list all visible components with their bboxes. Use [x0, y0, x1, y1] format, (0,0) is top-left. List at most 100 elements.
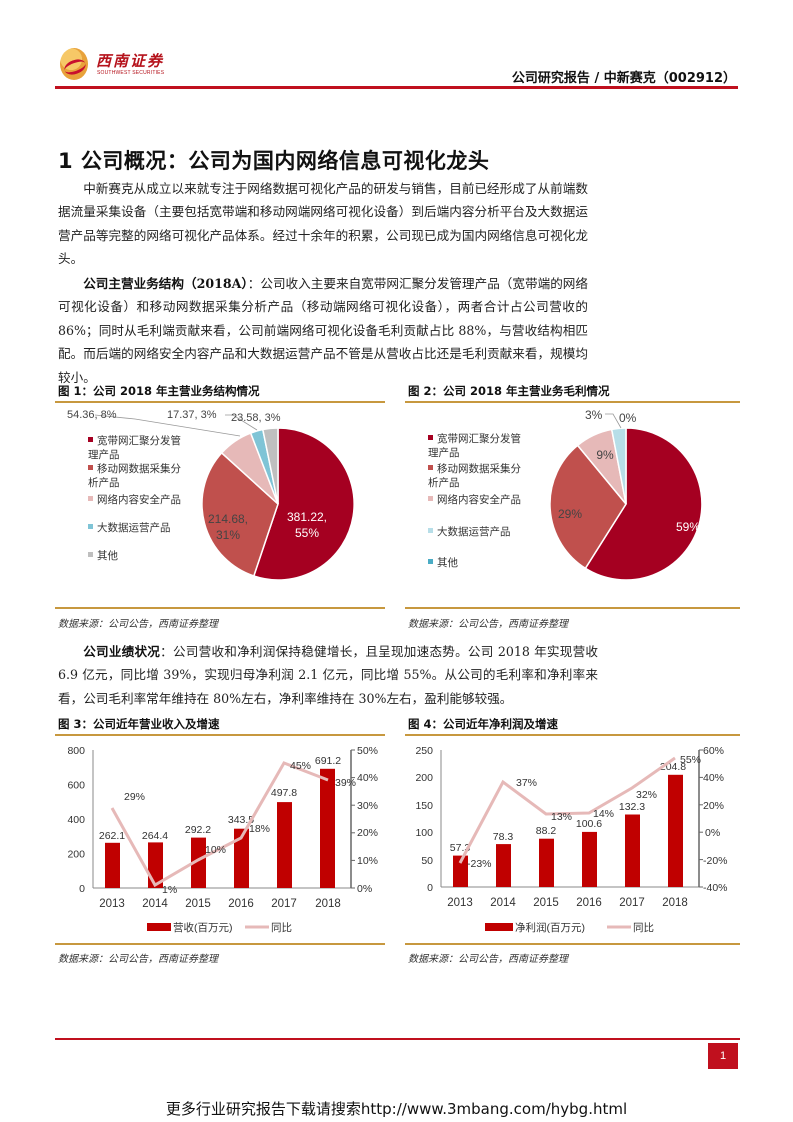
paragraph-lead: 公司业绩状况: [83, 644, 161, 659]
svg-text:1%: 1%: [162, 884, 177, 896]
footer-download-note: 更多行业研究报告下载请搜索http://www.3mbang.com/hybg.…: [165, 1100, 628, 1118]
figure-2-top-rule: [405, 401, 740, 403]
svg-text:0: 0: [79, 883, 85, 895]
svg-text:150: 150: [415, 800, 433, 812]
fig2-legend-item: 大数据运营产品: [428, 525, 528, 539]
legend-swatch-icon: [428, 558, 433, 564]
svg-text:55%: 55%: [295, 526, 319, 540]
svg-text:55%: 55%: [680, 754, 701, 766]
svg-text:14%: 14%: [593, 808, 614, 820]
pie-label: 54.36, 8%: [67, 409, 117, 421]
legend-swatch-icon: [88, 436, 93, 442]
paragraph-performance: 公司业绩状况：公司营收和净利润保持稳健增长，且呈现加速态势。公司 2018 年实…: [58, 640, 598, 710]
svg-text:0: 0: [427, 882, 433, 894]
figure-3-bar-line-chart: 0 200 400 600 800 0% 10% 20% 30% 40% 50% 262…: [67, 745, 378, 934]
svg-text:400: 400: [67, 814, 85, 826]
svg-text:2014: 2014: [490, 897, 516, 909]
fig2-legend-item: 宽带网汇聚分发管理产品: [428, 433, 521, 459]
svg-text:18%: 18%: [249, 823, 270, 835]
logo-icon: [60, 48, 88, 80]
svg-text:250: 250: [415, 745, 433, 757]
svg-text:800: 800: [67, 745, 85, 757]
svg-text:100: 100: [415, 827, 433, 839]
fig2-legend-item: 网络内容安全产品: [428, 493, 528, 507]
fig1-legend-item: 大数据运营产品: [88, 521, 188, 535]
pie-label: 59%: [676, 520, 700, 534]
figure-4-bar-line-chart: 0 50 100 150 200 250 -40% -20% 0% 20% 40% 60…: [415, 745, 728, 934]
svg-text:88.2: 88.2: [536, 825, 557, 837]
figure-1-bottom-rule: [55, 607, 385, 609]
report-title: 公司研究报告 / 中新赛克（002912）: [511, 71, 736, 86]
legend-swatch-icon: [88, 495, 93, 501]
svg-text:同比: 同比: [271, 921, 292, 934]
logo-text-en: SOUTHWEST SECURITIES: [97, 70, 165, 76]
figure-3-bottom-rule: [55, 943, 385, 945]
svg-text:2017: 2017: [271, 898, 297, 910]
legend-bar-swatch-icon: [147, 923, 171, 931]
legend-swatch-icon: [88, 551, 93, 557]
svg-text:40%: 40%: [357, 772, 378, 784]
legend-swatch-icon: [428, 464, 433, 470]
svg-text:营收(百万元): 营收(百万元): [173, 921, 233, 934]
pie-label: 23.58, 3%: [231, 412, 281, 424]
svg-text:132.3: 132.3: [619, 801, 645, 813]
svg-text:-20%: -20%: [703, 855, 728, 867]
svg-text:2018: 2018: [315, 898, 341, 910]
figure-3-title: 图 3：公司近年营业收入及增速: [58, 717, 220, 731]
svg-text:0%: 0%: [705, 827, 720, 839]
svg-text:37%: 37%: [516, 777, 537, 789]
svg-text:100.6: 100.6: [576, 818, 602, 830]
svg-text:262.1: 262.1: [99, 830, 125, 842]
paragraph-overview: 中新赛克从成立以来就专注于网络数据可视化产品的研发与销售，目前已经形成了从前端数…: [58, 181, 588, 267]
svg-text:264.4: 264.4: [142, 830, 168, 842]
svg-text:-40%: -40%: [703, 882, 728, 894]
svg-text:净利润(百万元): 净利润(百万元): [515, 921, 585, 934]
svg-text:78.3: 78.3: [493, 831, 514, 843]
svg-text:2013: 2013: [447, 897, 473, 909]
svg-text:40%: 40%: [703, 772, 724, 784]
legend-swatch-icon: [428, 434, 433, 440]
svg-text:30%: 30%: [357, 800, 378, 812]
svg-text:29%: 29%: [124, 791, 145, 803]
svg-text:2018: 2018: [662, 897, 688, 909]
pie-label: 0%: [619, 411, 637, 425]
figure-4-title: 图 4：公司近年净利润及增速: [408, 717, 559, 731]
page-header: 西南证券 SOUTHWEST SECURITIES 公司研究报告 / 中新赛克（…: [55, 45, 738, 89]
figure-2-pie-chart: 3% 0% 9% 29% 59%: [549, 408, 703, 581]
figure-2-title: 图 2：公司 2018 年主营业务毛利情况: [408, 384, 610, 398]
svg-text:31%: 31%: [216, 528, 240, 542]
figure-1-pie-chart: 54.36, 8% 17.37, 3% 23.58, 3% 381.22, 55…: [67, 409, 355, 581]
fig2-legend-item: 其他: [428, 556, 528, 570]
pie-label: 17.37, 3%: [167, 409, 217, 421]
svg-text:50: 50: [421, 855, 433, 867]
figure-4-source: 数据来源：公司公告，西南证券整理: [408, 954, 568, 965]
fig2-legend-item: 移动网数据采集分析产品: [428, 463, 521, 489]
legend-swatch-icon: [428, 527, 433, 533]
paragraph-body: ：公司营收和净利润保持稳健增长，且呈现加速态势。公司 2018 年实现营收 6.…: [58, 644, 598, 706]
fig1-legend-item: 宽带网汇聚分发管理产品: [88, 435, 181, 461]
svg-text:-23%: -23%: [467, 858, 492, 870]
footer-divider: [55, 1038, 740, 1040]
svg-text:292.2: 292.2: [185, 824, 211, 836]
svg-text:32%: 32%: [636, 789, 657, 801]
fig1-legend-item: 其他: [88, 549, 188, 563]
svg-text:600: 600: [67, 780, 85, 792]
legend-swatch-icon: [428, 495, 433, 501]
pie-label: 29%: [558, 507, 582, 521]
svg-text:20%: 20%: [357, 827, 378, 839]
pie-label: 3%: [585, 408, 603, 422]
svg-text:200: 200: [67, 849, 85, 861]
figure-4-bottom-rule: [405, 943, 740, 945]
paragraph-business-structure: 公司主营业务结构（2018A）：公司收入主要来自宽带网汇聚分发管理产品（宽带端的…: [58, 272, 588, 389]
svg-text:497.8: 497.8: [271, 787, 297, 799]
svg-text:214.68,: 214.68,: [208, 512, 248, 526]
paragraph-body: ：公司收入主要来自宽带网汇聚分发管理产品（宽带端的网络可视化设备）和移动网数据采…: [58, 276, 589, 385]
svg-text:10%: 10%: [357, 855, 378, 867]
svg-text:2015: 2015: [533, 897, 559, 909]
legend-bar-swatch-icon: [485, 923, 513, 931]
svg-text:45%: 45%: [290, 760, 311, 772]
company-logo: 西南证券 SOUTHWEST SECURITIES: [60, 48, 170, 82]
pie-label: 9%: [596, 448, 614, 462]
figure-4-top-rule: [405, 734, 740, 736]
logo-text-cn: 西南证券: [96, 52, 165, 70]
